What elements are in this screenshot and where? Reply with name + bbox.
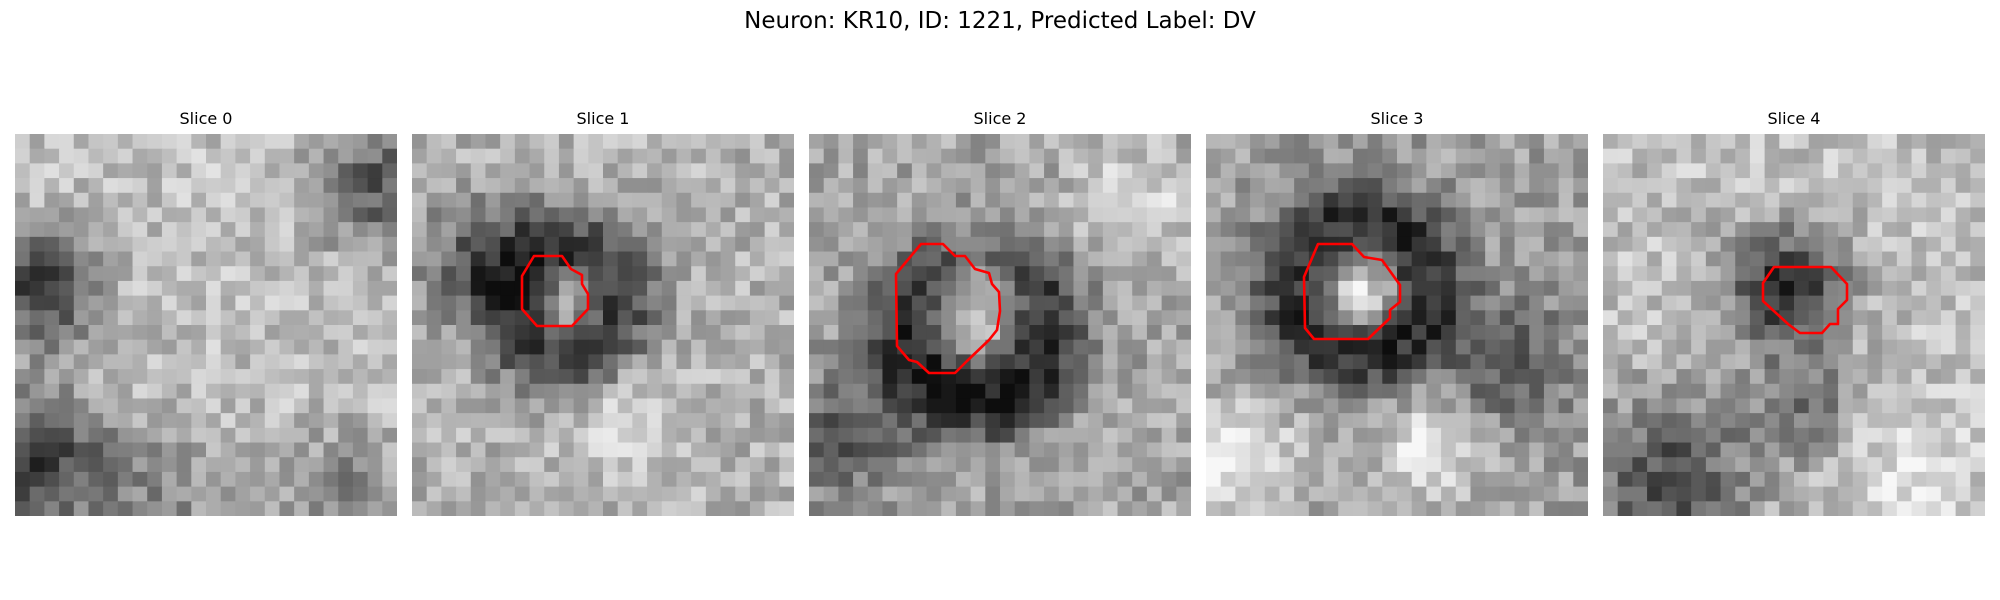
roi-contour	[894, 242, 1002, 375]
slice-title-4: Slice 4	[1767, 109, 1821, 128]
roi-contour	[1761, 265, 1849, 335]
slice-title-0: Slice 0	[179, 109, 233, 128]
roi-contour	[520, 254, 590, 328]
slice-panel-2: Slice 2	[809, 108, 1191, 516]
slice-title-3: Slice 3	[1370, 109, 1424, 128]
slice-image-3	[1206, 134, 1588, 516]
slice-panel-1: Slice 1	[412, 108, 794, 516]
slice-panel-3: Slice 3	[1206, 108, 1588, 516]
slice-title-1: Slice 1	[576, 109, 630, 128]
slice-image-0	[15, 134, 397, 516]
slice-image-4	[1603, 134, 1985, 516]
roi-contour	[1302, 242, 1402, 341]
slice-panel-4: Slice 4	[1603, 108, 1985, 516]
slice-title-2: Slice 2	[973, 109, 1027, 128]
slice-image-1	[412, 134, 794, 516]
figure-title: Neuron: KR10, ID: 1221, Predicted Label:…	[744, 8, 1256, 34]
slice-image-2	[809, 134, 1191, 516]
slice-panel-0: Slice 0	[15, 108, 397, 516]
